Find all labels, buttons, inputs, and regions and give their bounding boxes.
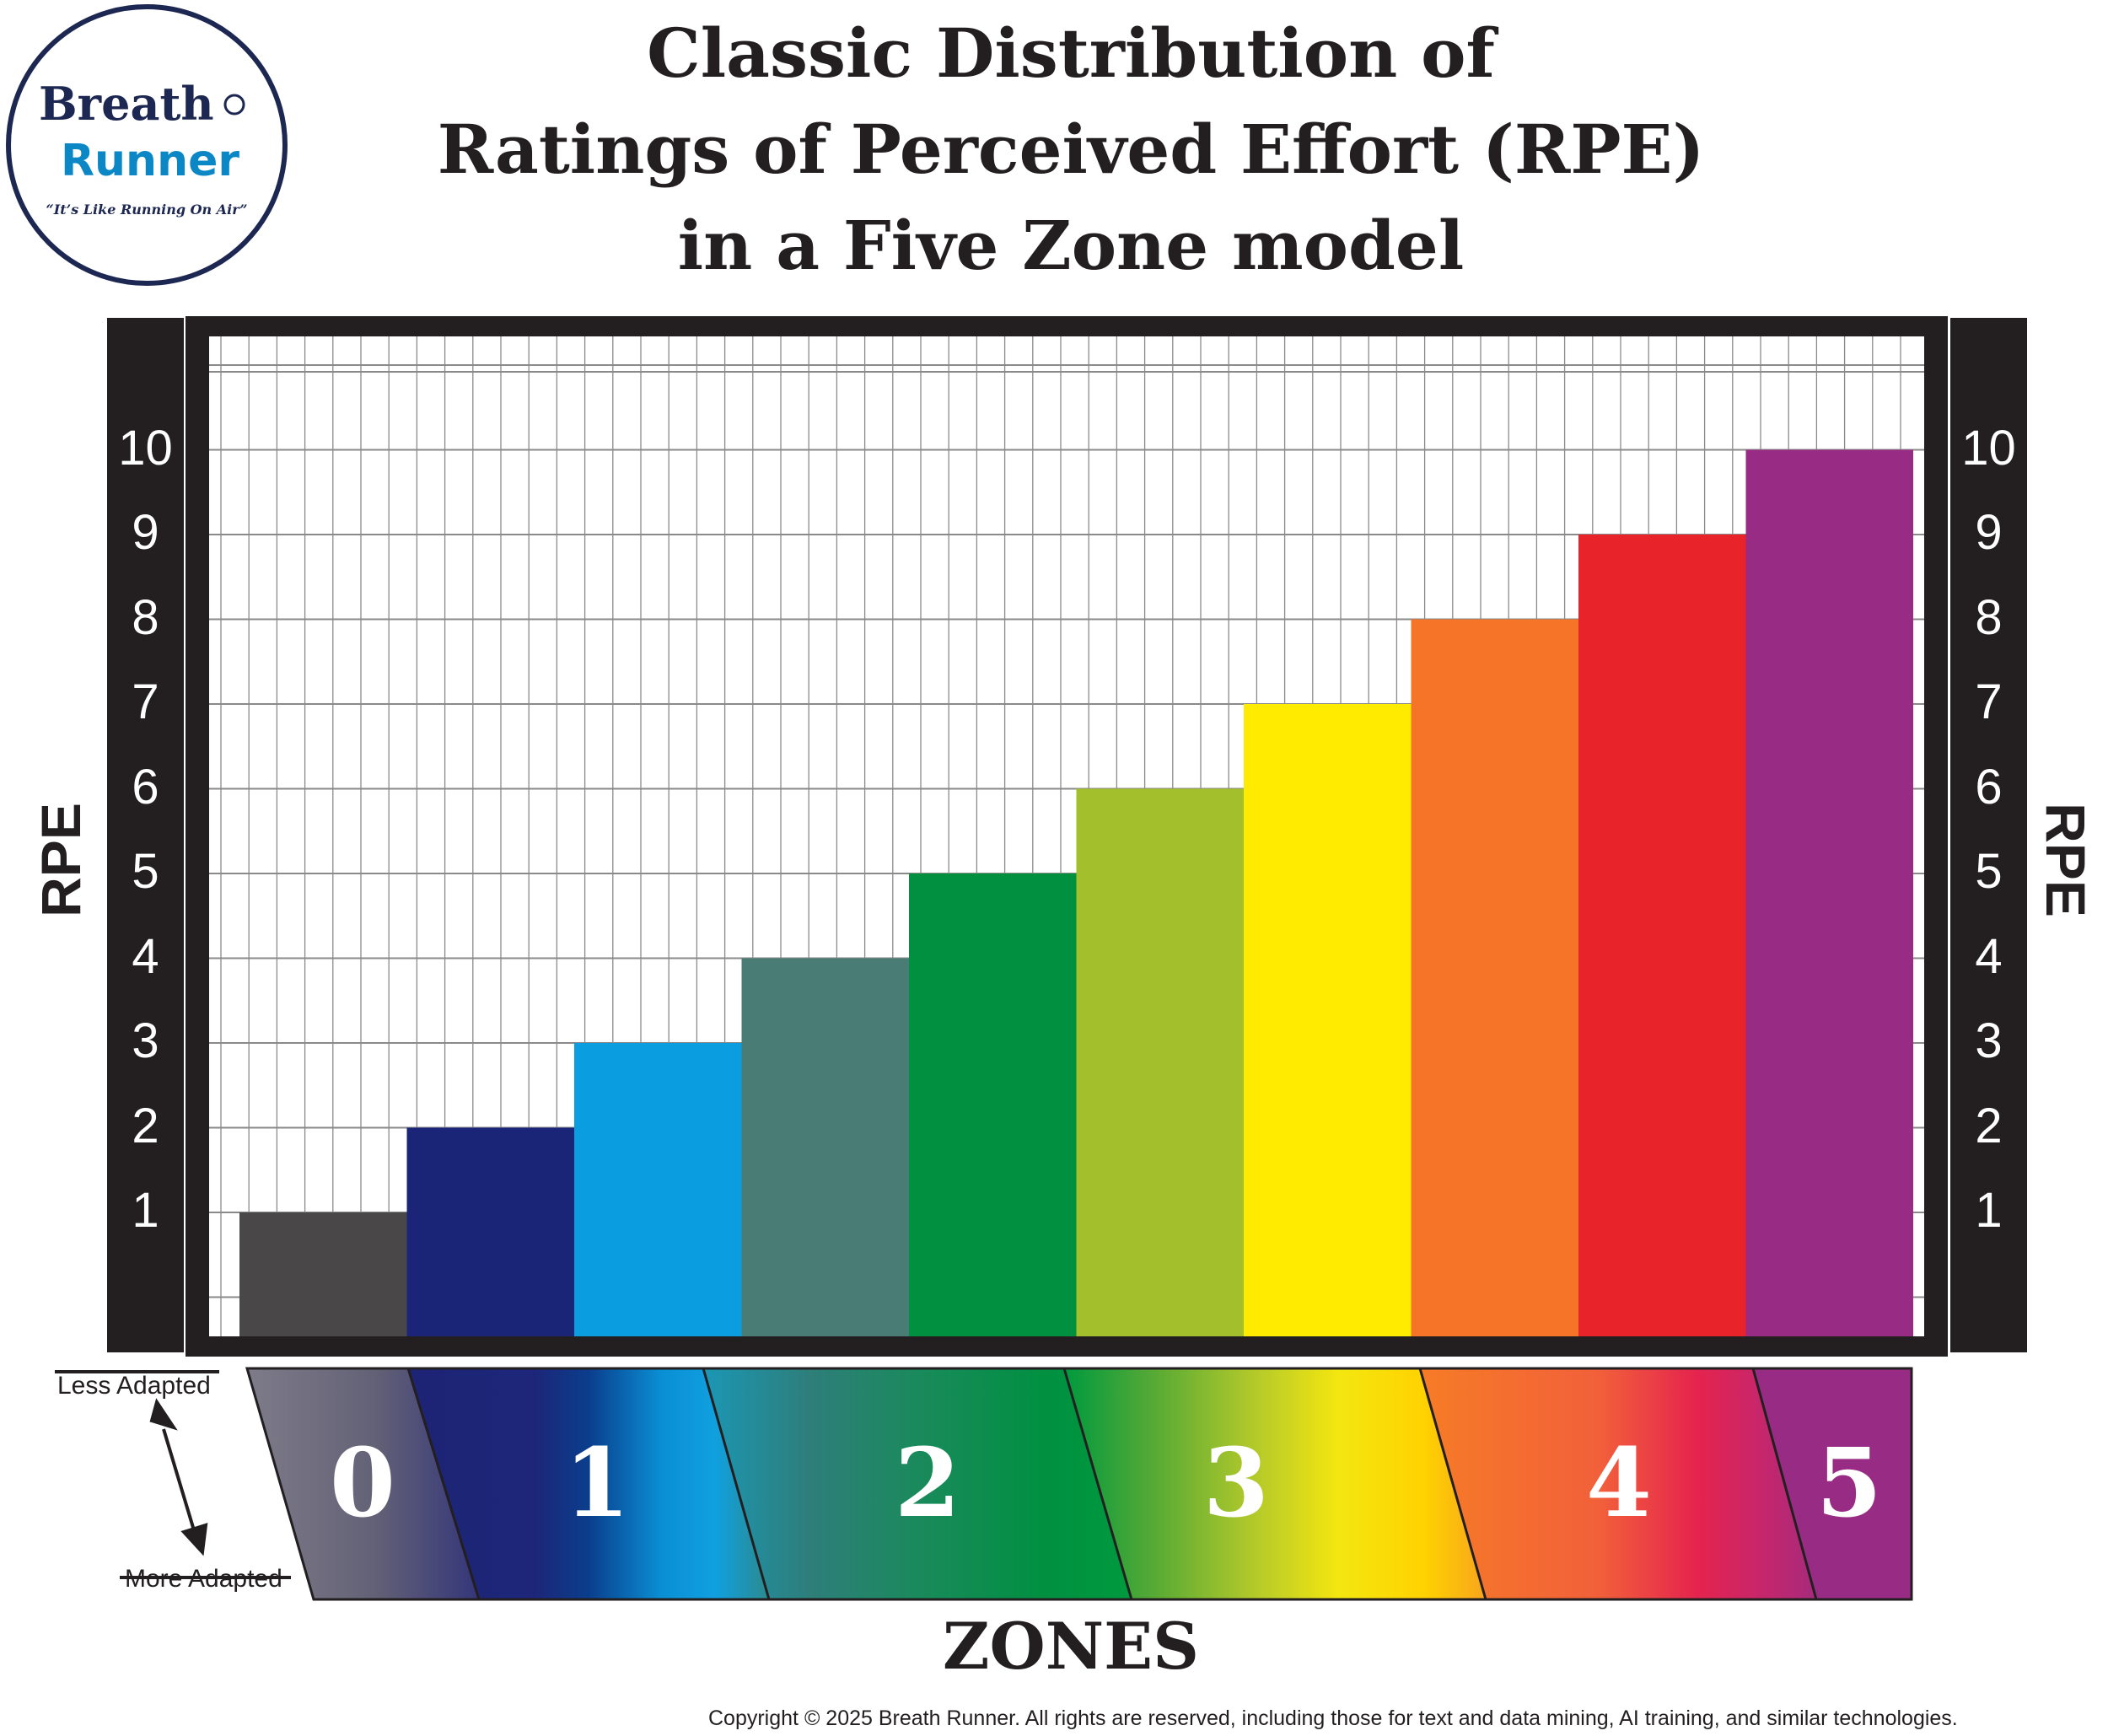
title-line2: Ratings of Perceived Effort (RPE) — [437, 110, 1705, 189]
right-y-tick-9: 9 — [1975, 505, 2003, 560]
right-y-tick-5: 5 — [1975, 844, 2003, 899]
left-y-tick-5: 5 — [132, 844, 159, 899]
left-y-tick-4: 4 — [132, 928, 159, 984]
right-y-tick-2: 2 — [1975, 1098, 2003, 1153]
zone-4-band — [1420, 1368, 1816, 1599]
bars — [239, 449, 1913, 1336]
bar-rpe-9 — [1578, 535, 1746, 1336]
y-axis-label-right: RPE — [2035, 803, 2097, 917]
left-y-tick-9: 9 — [132, 505, 159, 560]
less-adapted-label: Less Adapted — [57, 1372, 211, 1400]
logo-line2: Runner — [61, 136, 239, 186]
left-y-tick-7: 7 — [132, 675, 159, 729]
bar-rpe-1 — [239, 1212, 407, 1336]
logo-tagline: “It’s Like Running On Air” — [46, 202, 248, 218]
zone-label-5: 5 — [1816, 1428, 1882, 1539]
left-y-tick-3: 3 — [132, 1013, 159, 1068]
zone-5-band — [1753, 1368, 1912, 1599]
x-axis-label: ZONES — [943, 1609, 1199, 1684]
right-y-tick-10: 10 — [1961, 420, 2016, 476]
chart-title: Classic Distribution of Ratings of Perce… — [354, 5, 1788, 293]
left-y-tick-1: 1 — [132, 1183, 159, 1238]
left-y-tick-10: 10 — [118, 420, 173, 476]
bar-rpe-2 — [406, 1127, 574, 1336]
bar-rpe-10 — [1745, 449, 1913, 1336]
left-y-tick-6: 6 — [132, 759, 159, 814]
bar-rpe-4 — [741, 958, 909, 1336]
title-line3: in a Five Zone model — [677, 206, 1465, 285]
zone-label-1: 1 — [564, 1428, 630, 1539]
right-rpe-axis: 1 2 3 4 5 6 7 8 9 10 — [1950, 318, 2027, 1352]
logo-line1: Breath — [39, 77, 214, 131]
zone-label-0: 0 — [330, 1428, 395, 1539]
bar-rpe-8 — [1411, 619, 1578, 1336]
zone-3-band — [1064, 1368, 1486, 1599]
title-line1: Classic Distribution of — [647, 13, 1495, 93]
bar-rpe-3 — [574, 1043, 742, 1336]
zone-0-band — [247, 1368, 479, 1599]
zone-strip — [55, 1367, 1913, 1601]
right-y-tick-8: 8 — [1975, 589, 2003, 645]
left-rpe-axis: 1 2 3 4 5 6 7 8 9 10 — [107, 318, 184, 1352]
zone-2-band — [703, 1368, 1132, 1599]
y-axis-label-left: RPE — [30, 803, 92, 917]
bar-rpe-6 — [1076, 788, 1244, 1336]
right-y-tick-1: 1 — [1975, 1183, 2003, 1238]
zone-label-3: 3 — [1203, 1428, 1269, 1539]
zone-label-2: 2 — [895, 1428, 960, 1539]
right-y-tick-4: 4 — [1975, 928, 2003, 984]
more-adapted-label: More Adapted — [125, 1565, 282, 1593]
right-y-tick-7: 7 — [1975, 675, 2003, 729]
right-y-tick-6: 6 — [1975, 759, 2003, 814]
rpe-bar-chart — [186, 316, 1948, 1357]
breath-runner-logo: Breath Runner “It’s Like Running On Air” — [6, 4, 288, 286]
right-y-tick-3: 3 — [1975, 1013, 2003, 1068]
bar-rpe-7 — [1244, 704, 1412, 1336]
bar-rpe-5 — [909, 873, 1077, 1336]
zone-1-band — [408, 1368, 769, 1599]
left-y-tick-8: 8 — [132, 589, 159, 645]
left-y-tick-2: 2 — [132, 1098, 159, 1153]
copyright-notice: Copyright © 2025 Breath Runner. All righ… — [708, 1706, 1958, 1730]
zone-label-4: 4 — [1586, 1428, 1652, 1539]
adaptation-arrow-icon — [55, 1370, 291, 1579]
